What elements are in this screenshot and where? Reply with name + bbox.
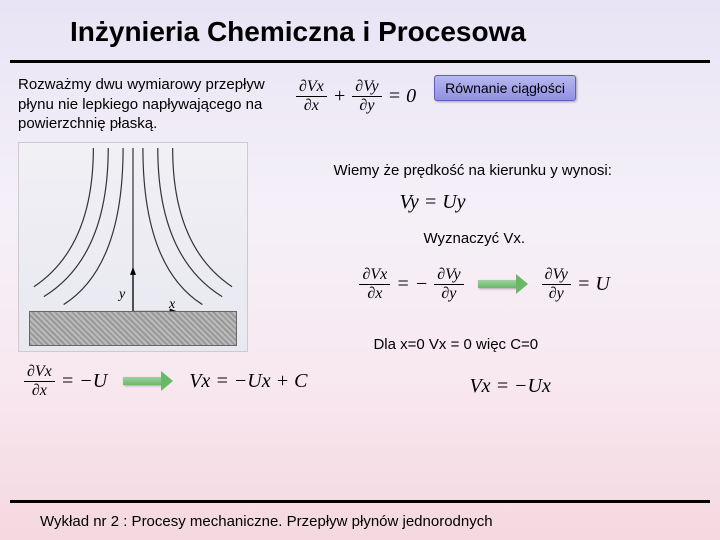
arrow-icon xyxy=(478,274,528,294)
eq-integrated: Vx = −Ux + C xyxy=(183,366,313,397)
eq-vy: Vy = Uy xyxy=(393,187,471,218)
eq-dvy-dy-u: ∂Vy∂y = U xyxy=(536,263,616,306)
page-title: Inżynieria Chemiczna i Procesowa xyxy=(70,16,650,48)
arrow-icon xyxy=(123,371,173,391)
flow-diagram: y x xyxy=(18,142,248,352)
footer-text: Wykład nr 2 : Procesy mechaniczne. Przep… xyxy=(0,503,720,540)
y-axis-label: y xyxy=(119,287,125,303)
eq-final: Vx = −Ux xyxy=(463,371,556,402)
velocity-text: Wiemy że prędkość na kierunku y wynosi: xyxy=(333,162,702,179)
boundary-condition: Dla x=0 Vx = 0 więc C=0 xyxy=(373,336,702,353)
eq-dvx-dx-neg-u: ∂Vx∂x = −U xyxy=(18,360,113,403)
determine-text: Wyznaczyć Vx. xyxy=(423,230,702,247)
flat-surface xyxy=(29,311,237,346)
eq-derivative-chain: ∂Vx∂x = − ∂Vy∂y xyxy=(353,263,469,306)
intro-text: Rozważmy dwu wymiarowy przepływ płynu ni… xyxy=(18,75,278,134)
continuity-badge: Równanie ciągłości xyxy=(434,75,576,101)
continuity-equation: ∂Vx∂x + ∂Vy∂y = 0 xyxy=(290,75,422,118)
